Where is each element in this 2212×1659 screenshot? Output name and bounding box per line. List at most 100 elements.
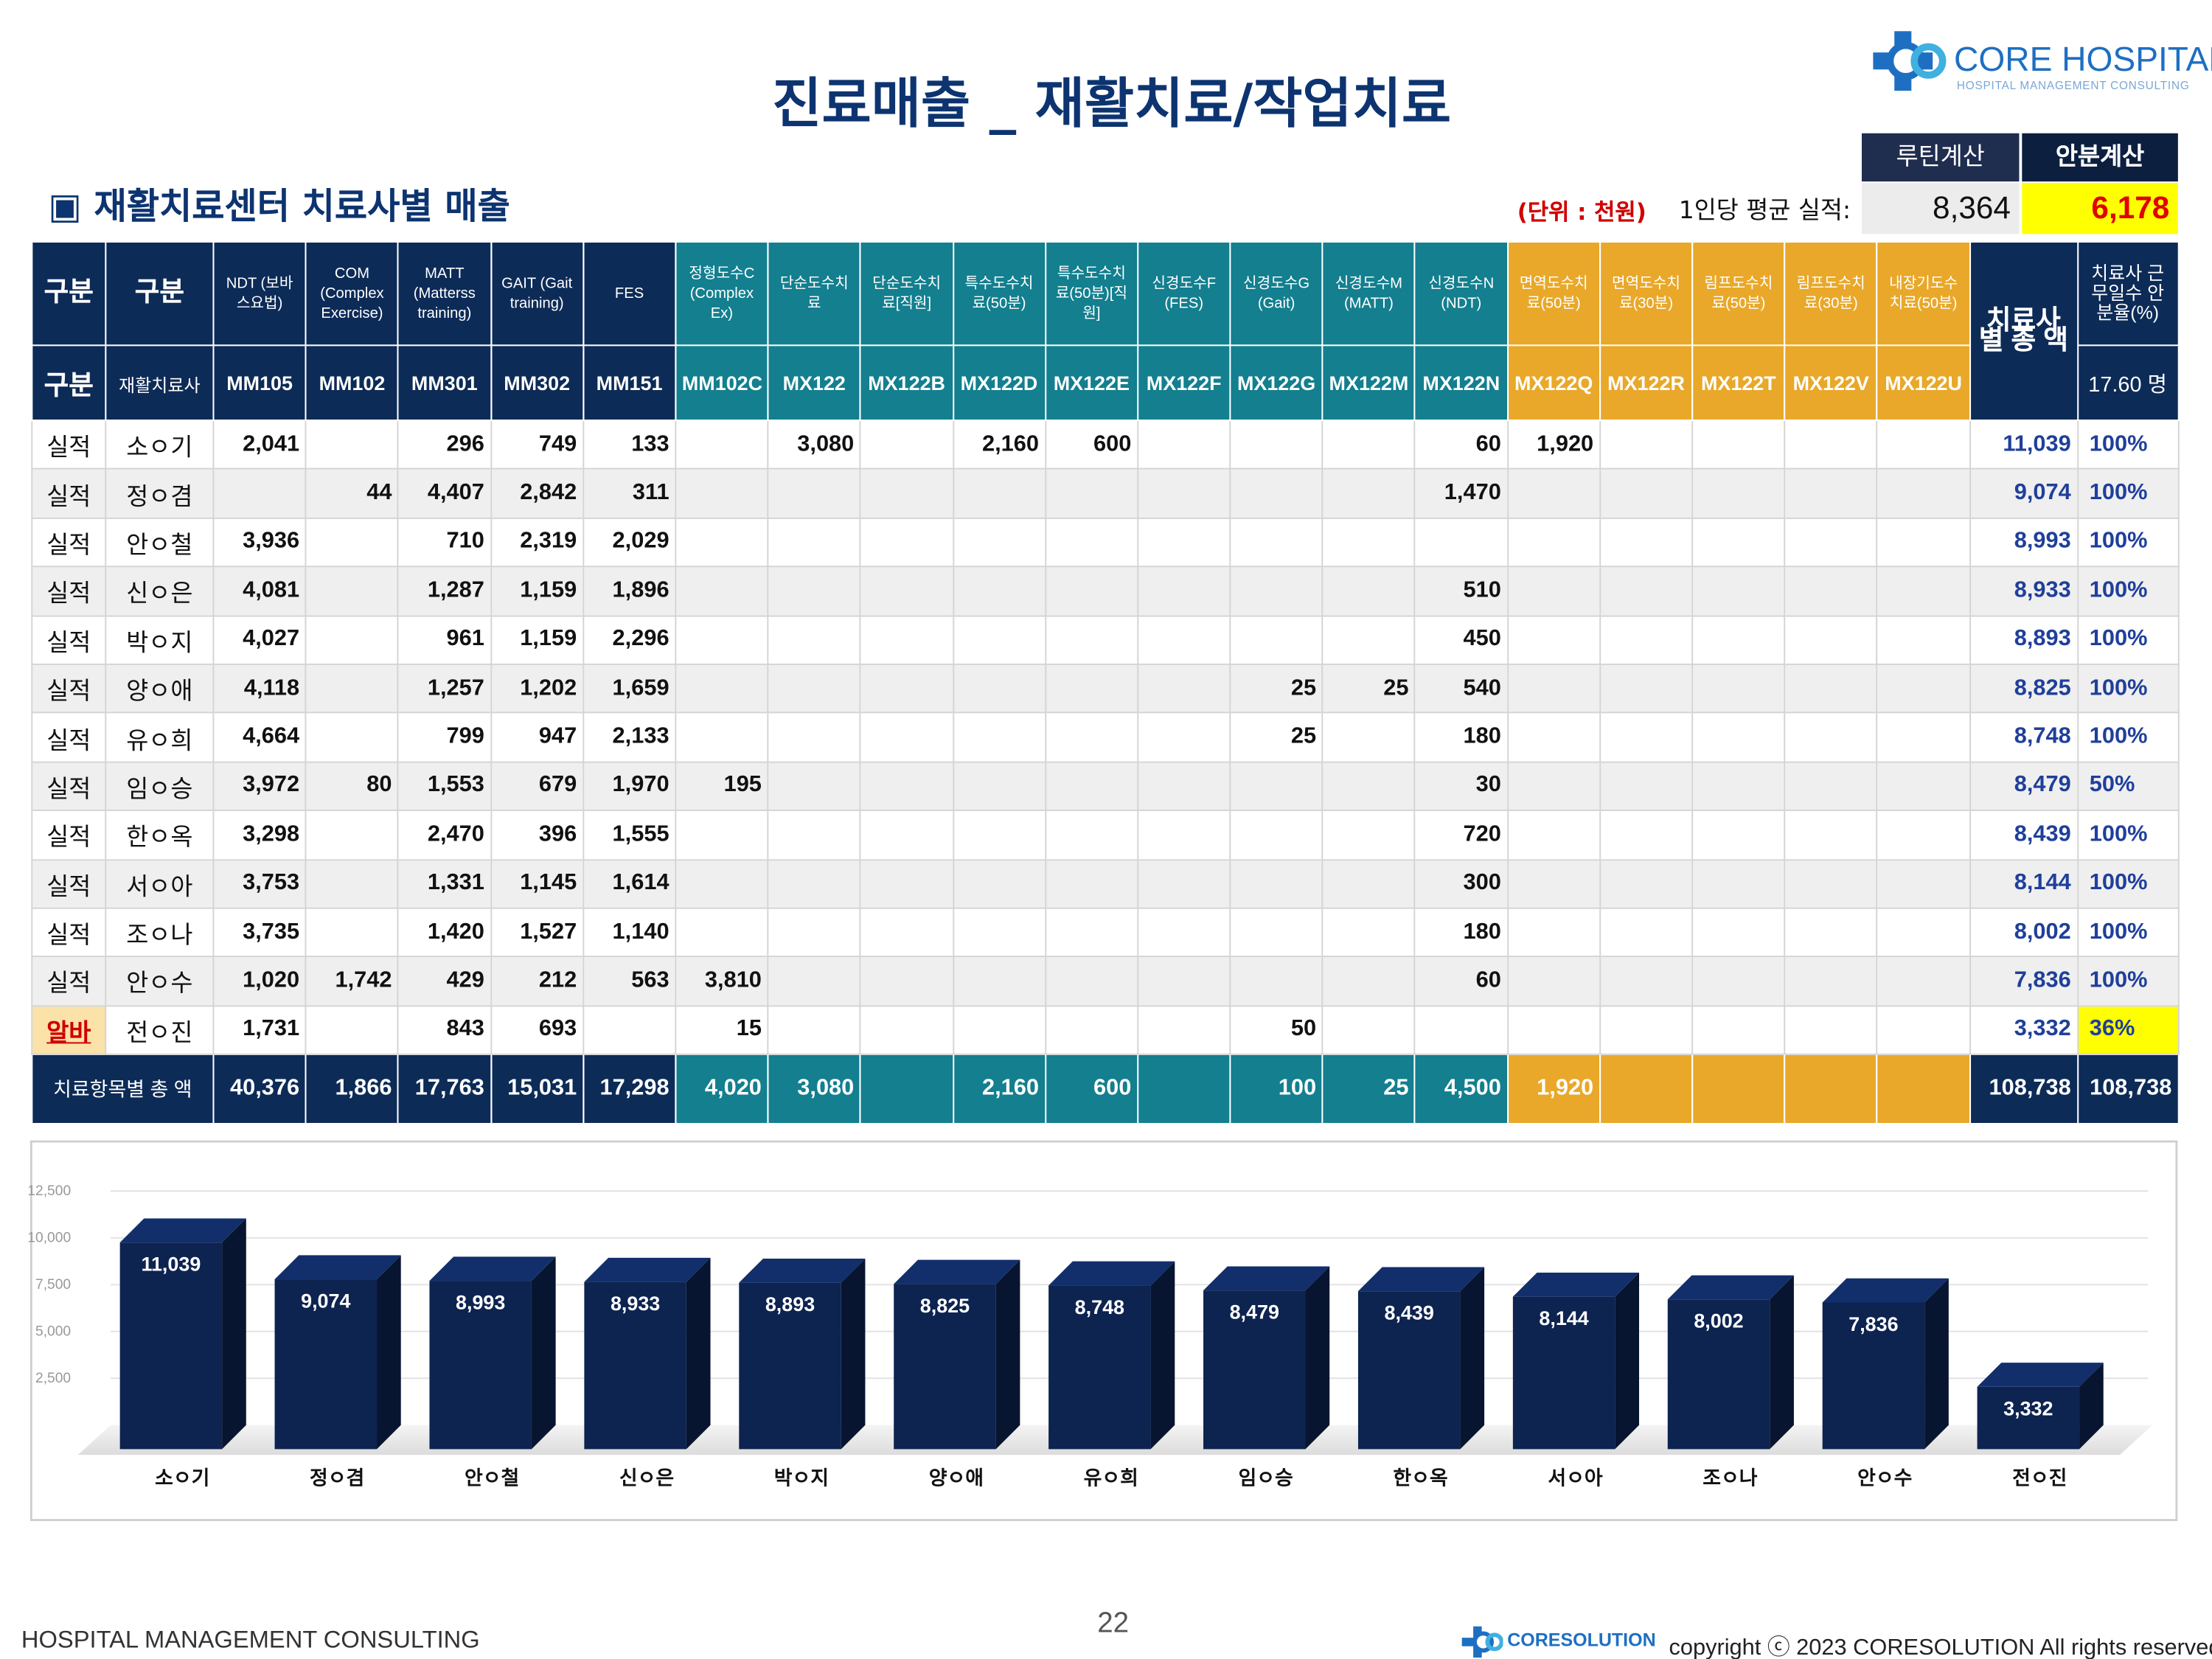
empty-cell bbox=[1691, 1053, 1786, 1125]
empty-cell bbox=[1137, 566, 1231, 616]
bar-top bbox=[1357, 1267, 1485, 1292]
empty-cell bbox=[1229, 858, 1324, 909]
x-tick-label: 박ㅇ지 bbox=[774, 1467, 829, 1489]
empty-cell bbox=[767, 1004, 861, 1055]
y-tick-label: 7,500 bbox=[35, 1277, 71, 1293]
value-label: 8,825 bbox=[920, 1295, 970, 1317]
cell-value: 50 bbox=[1229, 1004, 1324, 1055]
empty-cell bbox=[859, 761, 954, 812]
column-header: 특수도수치료(50분)[직원] bbox=[1044, 240, 1138, 347]
empty-cell bbox=[1876, 663, 1971, 714]
data-row: 실적 양ㅇ애 4,118 1,257 1,202 1,659 25 25 540 8,825 100… bbox=[31, 663, 2179, 714]
footer-left: HOSPITAL MANAGEMENT CONSULTING bbox=[21, 1626, 480, 1654]
code-row: 구분 재활치료사 MM105 MM102 MM301 MM302 MM151 MM102C MX… bbox=[31, 344, 2179, 422]
ratio: 36% bbox=[2076, 1004, 2179, 1055]
therapist-total: 8,144 bbox=[1969, 858, 2079, 909]
row-type: 실적 bbox=[31, 517, 107, 568]
empty-cell bbox=[859, 1053, 954, 1125]
bar-side bbox=[377, 1255, 401, 1450]
item-code: MM102 bbox=[305, 344, 400, 422]
cell-value: 1,527 bbox=[490, 907, 584, 958]
bar-front bbox=[119, 1242, 223, 1450]
empty-cell bbox=[1876, 420, 1971, 470]
cell-value: 1,331 bbox=[397, 858, 492, 909]
empty-cell bbox=[1599, 858, 1694, 909]
bar-side bbox=[1460, 1267, 1485, 1450]
cell-value: 3,936 bbox=[212, 517, 307, 568]
ratio: 100% bbox=[2076, 810, 2179, 860]
empty-cell bbox=[859, 566, 954, 616]
data-row: 실적 유ㅇ희 4,664 799 947 2,133 25 180 8,748 100% bbox=[31, 712, 2179, 763]
value-label: 8,993 bbox=[456, 1292, 505, 1314]
empty-cell bbox=[305, 663, 400, 714]
column-header: 구분 bbox=[31, 240, 107, 347]
totals-label: 치료항목별 총 액 bbox=[31, 1053, 215, 1125]
therapist-total: 7,836 bbox=[1969, 956, 2079, 1006]
y-tick-label: 12,500 bbox=[27, 1183, 71, 1199]
empty-cell bbox=[952, 566, 1046, 616]
data-row: 실적 정ㅇ겸 44 4,407 2,842 311 1,470 9,074 100% bbox=[31, 468, 2179, 519]
empty-cell bbox=[1876, 468, 1971, 519]
footer-brand: CORESOLUTION bbox=[1507, 1629, 1656, 1651]
empty-cell bbox=[1506, 663, 1601, 714]
cell-value: 450 bbox=[1414, 614, 1509, 665]
total-value: 600 bbox=[1044, 1053, 1138, 1125]
cell-value: 563 bbox=[582, 956, 677, 1006]
bar bbox=[584, 1257, 711, 1450]
cell-value: 1,145 bbox=[490, 858, 584, 909]
routine-label: 루틴계산 bbox=[1862, 133, 2020, 182]
empty-cell bbox=[1321, 614, 1416, 665]
column-header: GAIT (Gait training) bbox=[490, 240, 584, 347]
column-header: 신경도수M (MATT) bbox=[1321, 240, 1416, 347]
therapist-name: 양ㅇ애 bbox=[105, 663, 215, 714]
column-header: 구분 bbox=[105, 240, 215, 347]
empty-cell bbox=[1784, 858, 1878, 909]
bar bbox=[429, 1256, 556, 1450]
bar-front bbox=[739, 1282, 841, 1450]
cell-value: 4,407 bbox=[397, 468, 492, 519]
empty-cell bbox=[952, 663, 1046, 714]
x-tick-label: 안ㅇ수 bbox=[1857, 1467, 1912, 1489]
column-header: MATT (Matterss training) bbox=[397, 240, 492, 347]
empty-cell bbox=[1044, 566, 1138, 616]
empty-cell bbox=[1784, 663, 1878, 714]
prorated-label: 안분계산 bbox=[2022, 133, 2178, 182]
item-code: MX122Q bbox=[1506, 344, 1601, 422]
item-code: MX122D bbox=[952, 344, 1046, 422]
empty-cell bbox=[1044, 663, 1138, 714]
column-header: 신경도수G (Gait) bbox=[1229, 240, 1324, 347]
row-type: 실적 bbox=[31, 420, 107, 470]
therapist-total: 3,332 bbox=[1969, 1004, 2079, 1055]
empty-cell bbox=[675, 468, 769, 519]
row-type: 실적 bbox=[31, 566, 107, 616]
empty-cell bbox=[1506, 614, 1601, 665]
empty-cell bbox=[859, 614, 954, 665]
bar-side bbox=[841, 1258, 866, 1450]
bar-top bbox=[429, 1256, 556, 1281]
ratio: 100% bbox=[2076, 956, 2179, 1006]
therapist-name: 안ㅇ수 bbox=[105, 956, 215, 1006]
revenue-table: 구분 구분 NDT (보바스요법) COM (Complex Exercise) MAT… bbox=[31, 240, 2179, 1125]
empty-cell bbox=[1321, 907, 1416, 958]
cell-value: 4,081 bbox=[212, 566, 307, 616]
empty-cell bbox=[1599, 468, 1694, 519]
bar-side bbox=[1924, 1278, 1949, 1450]
empty-cell bbox=[1506, 907, 1601, 958]
empty-cell bbox=[1691, 712, 1786, 763]
empty-cell bbox=[1784, 468, 1878, 519]
empty-cell bbox=[305, 420, 400, 470]
empty-cell bbox=[767, 956, 861, 1006]
empty-cell bbox=[1691, 956, 1786, 1006]
value-label: 8,933 bbox=[611, 1293, 660, 1315]
empty-cell bbox=[859, 712, 954, 763]
bar-side bbox=[1770, 1275, 1794, 1450]
x-tick-label: 조ㅇ나 bbox=[1703, 1467, 1758, 1489]
empty-cell bbox=[1137, 761, 1231, 812]
cell-value: 1,159 bbox=[490, 614, 584, 665]
total-value: 4,500 bbox=[1414, 1053, 1509, 1125]
grand-total: 108,738 bbox=[1969, 1053, 2079, 1125]
empty-cell bbox=[1876, 1053, 1971, 1125]
item-code: MM302 bbox=[490, 344, 584, 422]
bar bbox=[119, 1218, 246, 1450]
